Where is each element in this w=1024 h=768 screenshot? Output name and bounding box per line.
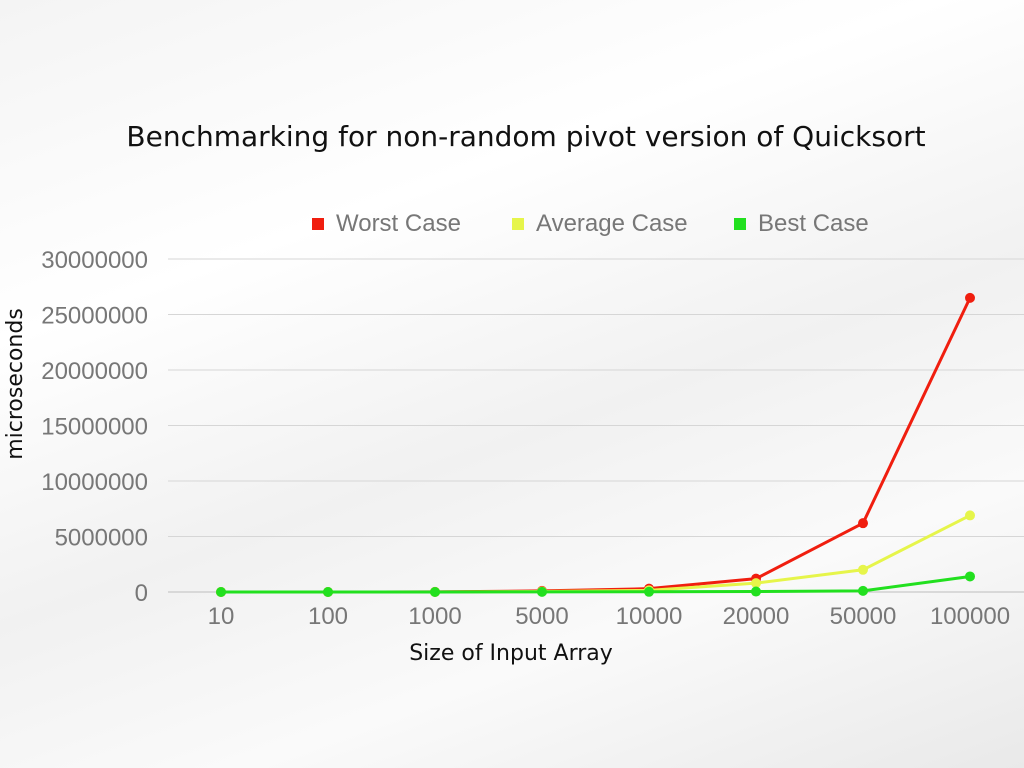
x-tick-label: 10000 bbox=[616, 603, 683, 630]
data-point bbox=[751, 586, 761, 597]
x-tick-label: 50000 bbox=[830, 603, 897, 630]
data-point bbox=[537, 586, 547, 597]
legend-label: Best Case bbox=[758, 210, 869, 237]
data-point bbox=[216, 587, 226, 597]
x-tick-label: 100 bbox=[308, 603, 348, 630]
series-line bbox=[219, 574, 972, 594]
data-point bbox=[965, 571, 975, 582]
legend-swatch bbox=[734, 218, 746, 230]
x-tick-label: 5000 bbox=[515, 603, 568, 630]
series-line bbox=[219, 296, 972, 594]
y-tick-label: 10000000 bbox=[41, 469, 148, 496]
y-tick-label: 15000000 bbox=[41, 414, 148, 441]
y-tick-label: 30000000 bbox=[41, 247, 148, 274]
x-tick-label: 10 bbox=[208, 603, 235, 630]
legend-swatch bbox=[512, 218, 524, 230]
x-tick-label: 20000 bbox=[723, 603, 790, 630]
chart-title: Benchmarking for non-random pivot versio… bbox=[126, 120, 926, 153]
x-axis-title: Size of Input Array bbox=[409, 641, 613, 666]
y-axis-title: microseconds bbox=[3, 308, 28, 460]
legend-label: Worst Case bbox=[336, 210, 461, 237]
data-point bbox=[644, 586, 654, 597]
data-point bbox=[858, 585, 868, 596]
x-tick-label: 1000 bbox=[408, 603, 461, 630]
legend-label: Average Case bbox=[536, 210, 688, 237]
data-point bbox=[965, 292, 975, 303]
y-tick-label: 5000000 bbox=[55, 525, 148, 552]
legend-swatch bbox=[312, 218, 324, 230]
y-tick-label: 20000000 bbox=[41, 358, 148, 385]
data-point bbox=[965, 510, 975, 521]
y-tick-label: 0 bbox=[135, 580, 148, 607]
y-tick-label: 25000000 bbox=[41, 303, 148, 330]
x-tick-label: 100000 bbox=[930, 603, 1010, 630]
data-point bbox=[858, 564, 868, 575]
data-point bbox=[323, 587, 333, 597]
data-point bbox=[751, 578, 761, 589]
data-point bbox=[430, 587, 440, 597]
data-point bbox=[858, 518, 868, 529]
